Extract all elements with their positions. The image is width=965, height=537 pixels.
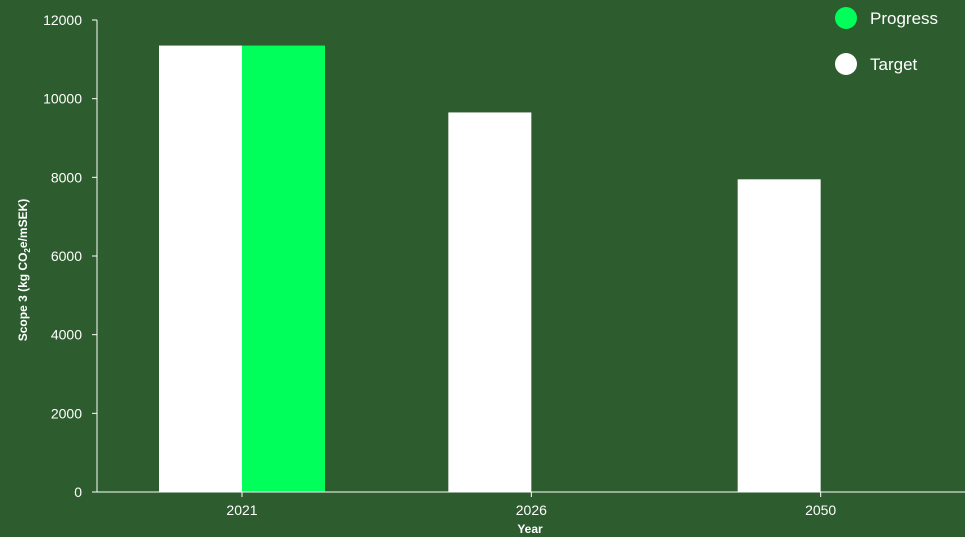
legend: Progress Target — [835, 7, 938, 75]
legend-label-progress: Progress — [870, 9, 938, 28]
legend-swatch-target — [835, 53, 857, 75]
bar-target-2021 — [159, 45, 242, 493]
bar-progress-2021 — [242, 45, 325, 493]
y-tick-label: 2000 — [51, 405, 82, 421]
x-tick-label: 2021 — [226, 502, 257, 518]
y-tick-label: 6000 — [51, 248, 82, 264]
bar-target-2050 — [737, 179, 821, 493]
bar-target-2026 — [448, 112, 532, 492]
y-tick-label: 0 — [74, 484, 82, 500]
x-axis-ticks: 2021 2026 2050 — [226, 492, 836, 518]
x-axis-title: Year — [517, 522, 543, 536]
legend-label-target: Target — [870, 55, 918, 74]
y-axis-title-subscript: 2 — [23, 248, 32, 253]
legend-swatch-progress — [835, 7, 857, 29]
x-tick-label: 2026 — [516, 502, 547, 518]
plot-area — [159, 45, 821, 493]
y-axis-title-prefix: Scope 3 (kg CO — [16, 253, 30, 342]
y-tick-label: 8000 — [51, 169, 82, 185]
y-tick-label: 10000 — [43, 91, 82, 107]
y-axis-title-suffix: e/mSEK) — [16, 199, 30, 248]
x-tick-label: 2050 — [805, 502, 836, 518]
y-tick-label: 4000 — [51, 327, 82, 343]
y-axis-title: Scope 3 (kg CO2e/mSEK) — [16, 199, 32, 342]
y-tick-label: 12000 — [43, 12, 82, 28]
y-axis-ticks: 0 2000 4000 6000 8000 10000 12000 — [43, 12, 97, 500]
